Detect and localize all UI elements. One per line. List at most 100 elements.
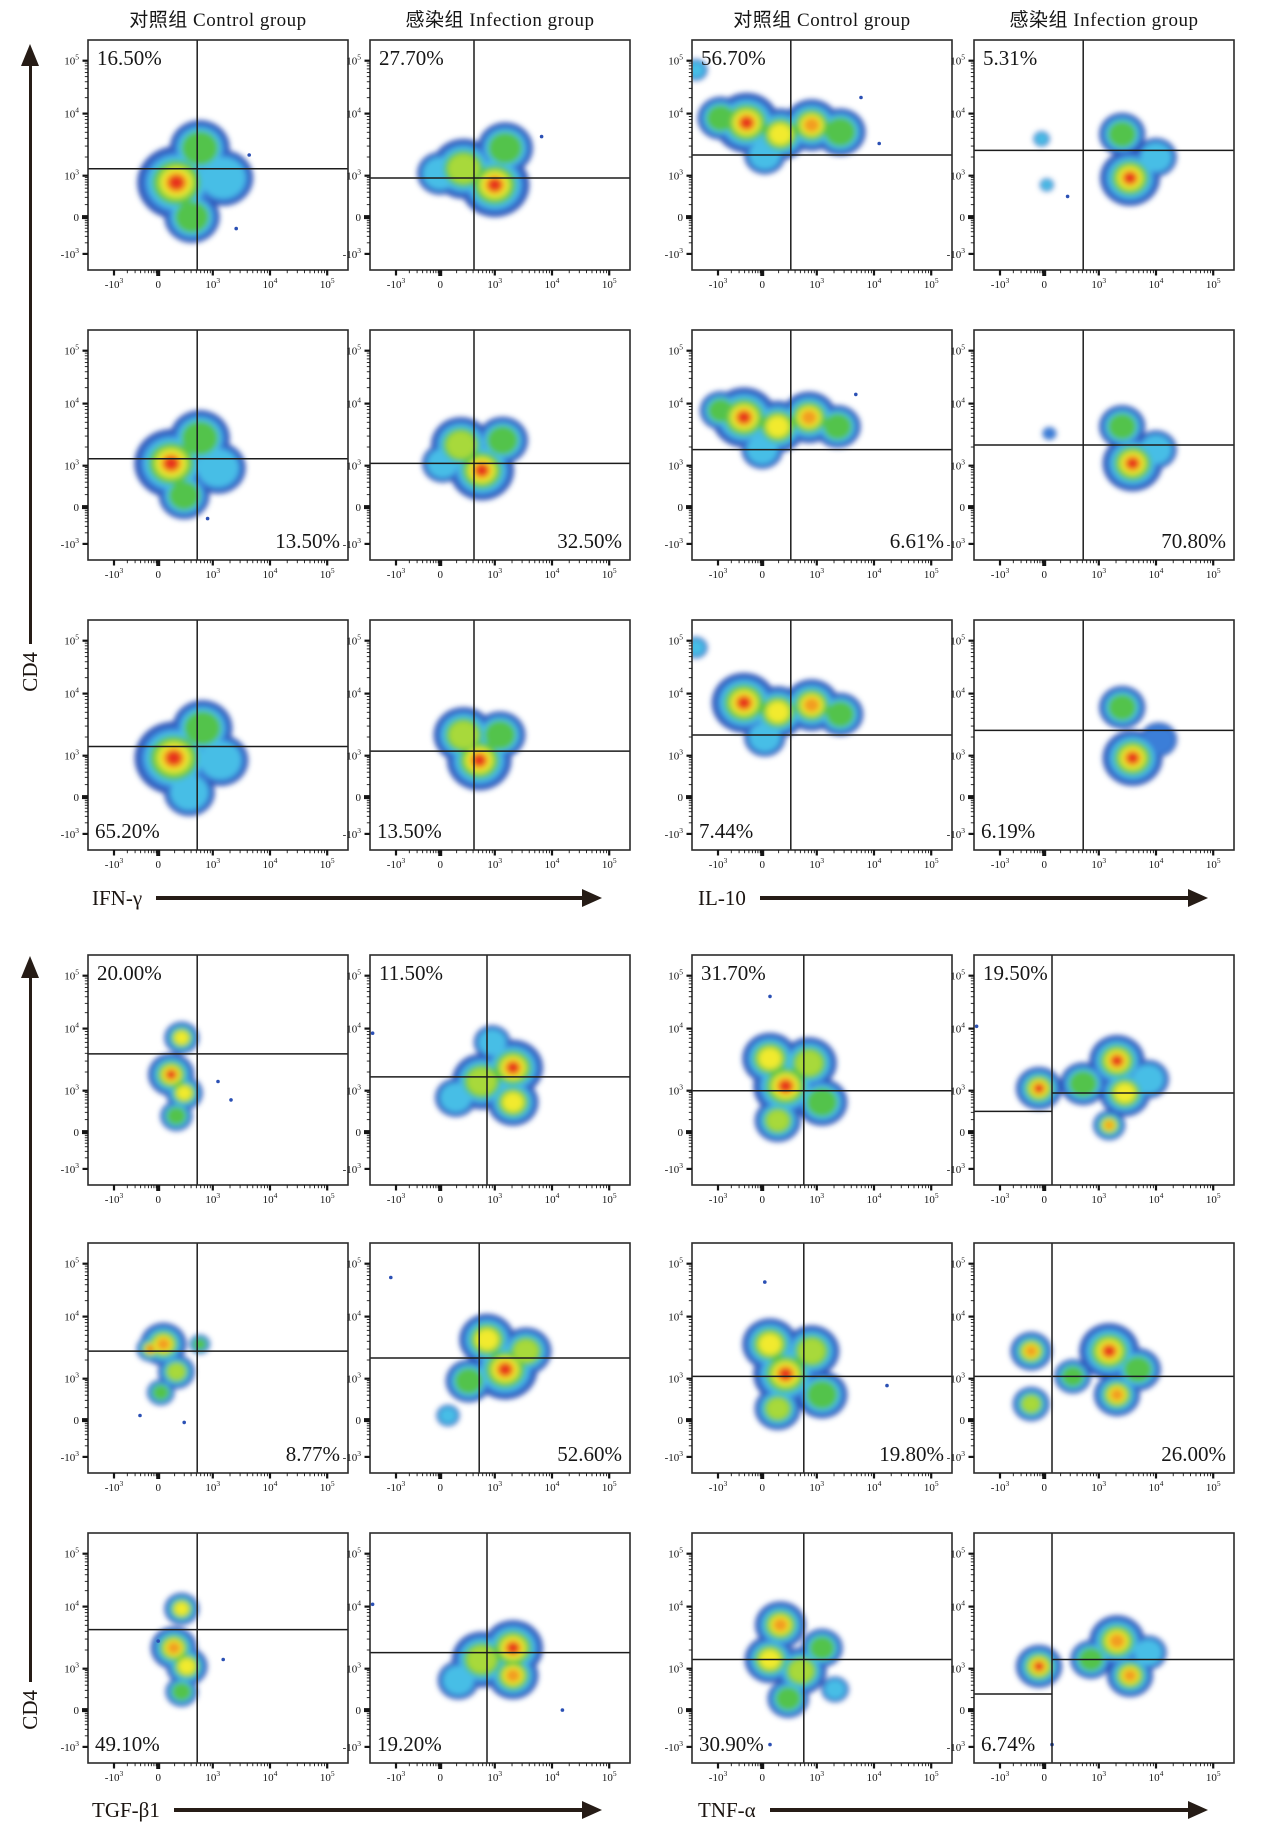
y-axis-tick-label: 105 (346, 1546, 361, 1561)
flow-panel: 105 104 103 0 -103 -103 0 103 104 105 52.60% (343, 1242, 631, 1494)
x-axis-tick-label: 0 (437, 1482, 443, 1494)
quadrant-gate (88, 955, 348, 1185)
x-axis-tick-label: 104 (867, 1191, 882, 1206)
quadrant-gate (974, 1243, 1234, 1473)
quadrant-gate (974, 620, 1234, 850)
density-plot (692, 636, 864, 757)
x-axis-tick-label: 103 (487, 856, 502, 871)
y-axis-tick-label: 103 (950, 458, 965, 473)
x-axis-tick-label: -103 (105, 1479, 124, 1494)
density-plot (1033, 112, 1177, 206)
percent-label: 13.50% (275, 529, 340, 553)
plot-frame (973, 39, 1235, 271)
x-axis-tick-label: 103 (487, 1191, 502, 1206)
percent-label: 65.20% (95, 819, 160, 843)
quadrant-gate (974, 955, 1234, 1185)
scatter-dot (370, 1031, 375, 1035)
y-axis-tick-label: 0 (960, 502, 966, 514)
y-axis-tick-label: 103 (950, 748, 965, 763)
y-axis-tick-label: 105 (346, 633, 361, 648)
x-axis-tick-label: 103 (205, 856, 220, 871)
quadrant-gate (88, 620, 348, 850)
percent-label: 19.20% (377, 1732, 442, 1756)
scatter-dot (389, 1275, 393, 1280)
y-axis-arrowhead (21, 44, 39, 66)
plot-frame (369, 1532, 631, 1764)
plot-frame (973, 619, 1235, 851)
axis-ticks (968, 1262, 1215, 1479)
x-axis-tick-label: 0 (1041, 279, 1047, 291)
y-axis-tick-label: 103 (346, 1083, 361, 1098)
flow-panel: 105 104 103 0 -103 -103 0 103 104 105 49.10% (61, 1532, 349, 1784)
y-axis-tick-label: 0 (678, 1705, 684, 1717)
axis-ticks (82, 974, 329, 1191)
quadrant-gate (974, 1533, 1234, 1763)
flow-panel: 105 104 103 0 -103 -103 0 103 104 105 13.50% (343, 619, 631, 871)
quadrant-gate (692, 955, 952, 1185)
y-axis-tick-label: -103 (947, 1161, 966, 1176)
scatter-dot (370, 1602, 375, 1607)
percent-label: 30.90% (699, 1732, 764, 1756)
x-axis-arrow-group: IL-10 (698, 884, 1208, 912)
scatter-dot (138, 1413, 142, 1418)
x-axis-tick-label: 104 (263, 1479, 278, 1494)
x-axis-tick-label: 0 (759, 279, 765, 291)
percent-label: 49.10% (95, 1732, 160, 1756)
density-plot (692, 59, 866, 175)
x-axis-tick-label: 0 (155, 569, 161, 581)
axis-ticks (82, 639, 329, 856)
x-axis-tick-label: 103 (487, 1479, 502, 1494)
x-axis-tick-label: 105 (924, 1479, 939, 1494)
y-axis-tick-label: 0 (678, 502, 684, 514)
x-axis-tick-label: 104 (1149, 276, 1164, 291)
scatter-dot (539, 134, 544, 139)
x-axis-tick-label: 104 (867, 856, 882, 871)
y-axis-tick-label: -103 (343, 536, 362, 551)
x-axis-tick-label: 103 (809, 1191, 824, 1206)
flow-panel: 105 104 103 0 -103 -103 0 103 104 105 70.80% (947, 329, 1235, 581)
x-axis-tick-label: 104 (867, 1479, 882, 1494)
column-header: 感染组 Infection group (405, 10, 595, 31)
density-plot (134, 700, 249, 817)
axis-ticks (686, 639, 933, 856)
column-header: 对照组 Control group (129, 10, 307, 31)
percent-label: 56.70% (701, 46, 766, 70)
x-axis-arrow (173, 1808, 583, 1812)
axis-ticks (364, 59, 611, 276)
y-axis-tick-label: -103 (61, 1449, 80, 1464)
flow-panel: 105 104 103 0 -103 -103 0 103 104 105 32.50% (343, 329, 631, 581)
y-axis-tick-label: 104 (668, 106, 683, 121)
axis-ticks (364, 349, 611, 566)
x-axis-tick-label: -103 (709, 856, 728, 871)
axis-ticks (82, 349, 329, 566)
quadrant-gate (370, 330, 630, 560)
plot-frame (973, 329, 1235, 561)
x-axis-tick-label: 0 (1041, 1482, 1047, 1494)
density-plot (422, 416, 528, 501)
density-plot (134, 410, 246, 520)
x-axis-tick-label: -103 (105, 1769, 124, 1784)
plot-frame (87, 954, 349, 1186)
x-axis-tick-label: 103 (205, 1191, 220, 1206)
plot-frame (87, 619, 349, 851)
y-axis-tick-label: 103 (950, 168, 965, 183)
x-axis-arrow-group: IFN-γ (92, 884, 602, 912)
y-axis-tick-label: 0 (960, 1415, 966, 1427)
y-axis-tick-label: 104 (64, 1021, 79, 1036)
density-plot (742, 1032, 848, 1142)
y-axis-tick-label: 105 (950, 1256, 965, 1271)
y-axis-tick-label: 104 (668, 1309, 683, 1324)
x-axis-arrowhead (582, 889, 602, 907)
scatter-dot (768, 1742, 772, 1747)
percent-label: 7.44% (699, 819, 753, 843)
x-axis-tick-label: 105 (320, 276, 335, 291)
flow-panel: 105 104 103 0 -103 -103 0 103 104 105 30.90% (665, 1532, 953, 1784)
percent-label: 27.70% (379, 46, 444, 70)
y-axis-tick-label: 105 (950, 968, 965, 983)
y-axis-tick-label: -103 (61, 536, 80, 551)
y-axis-tick-label: -103 (665, 1161, 684, 1176)
flow-panel: 105 104 103 0 -103 -103 0 103 104 105 56.70% (665, 39, 953, 291)
y-axis-tick-label: 104 (64, 1309, 79, 1324)
plot-frame (691, 329, 953, 561)
y-axis-tick-label: 0 (960, 792, 966, 804)
